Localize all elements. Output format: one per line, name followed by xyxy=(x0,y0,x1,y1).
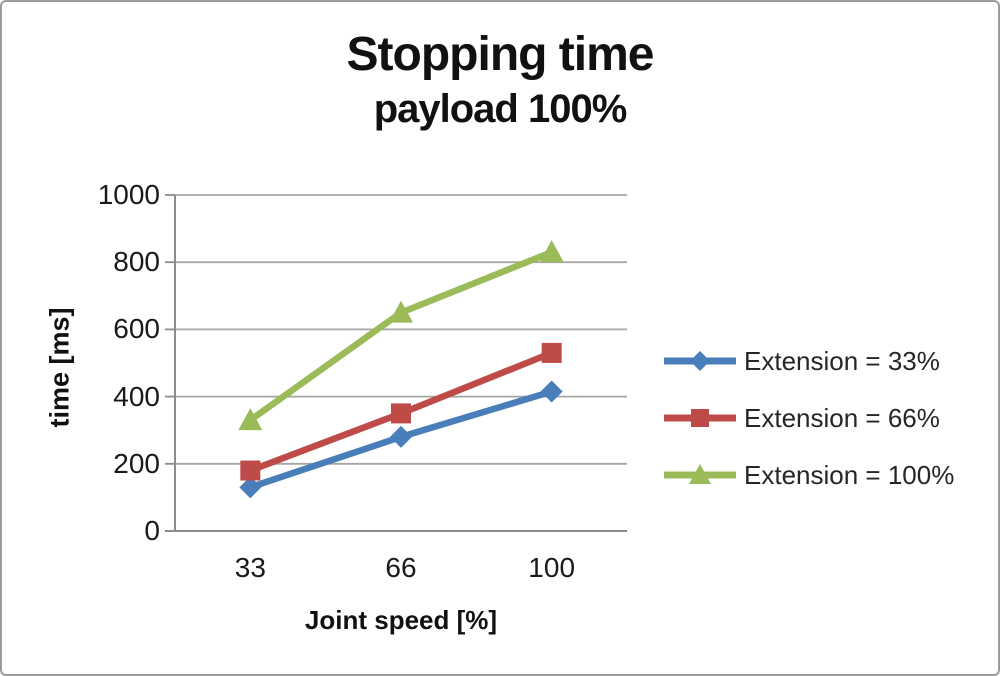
legend-marker-diamond xyxy=(664,351,736,371)
series-marker-triangle xyxy=(389,300,413,323)
x-tick-label: 100 xyxy=(528,552,576,583)
legend: Extension = 33% Extension = 66% Extension … xyxy=(664,346,954,490)
y-tick-label: 600 xyxy=(113,313,160,345)
y-tick-label: 400 xyxy=(113,380,160,412)
legend-item: Extension = 33% xyxy=(664,346,954,376)
x-axis-title: Joint speed [%] xyxy=(304,605,498,635)
series-marker-diamond xyxy=(690,351,710,371)
y-tick-label: 200 xyxy=(113,447,160,479)
series-marker-square xyxy=(391,403,411,424)
series-marker-diamond xyxy=(540,380,563,403)
series-marker-square xyxy=(691,409,709,427)
legend-item: Extension = 66% xyxy=(664,403,954,433)
x-tick-label: 66 xyxy=(385,552,417,583)
chart-title-block: Stopping time payload 100% xyxy=(2,26,998,134)
legend-label: Extension = 66% xyxy=(744,402,940,433)
y-tick-label: 1000 xyxy=(97,179,160,210)
y-tick-label: 0 xyxy=(144,515,160,546)
legend-label: Extension = 33% xyxy=(744,345,940,376)
series-marker-square xyxy=(240,460,261,481)
series-marker-triangle xyxy=(689,464,711,484)
x-tick-label: 33 xyxy=(234,552,266,583)
legend-marker-square xyxy=(664,409,736,427)
legend-marker-triangle xyxy=(664,464,736,484)
y-tick-label: 800 xyxy=(113,246,160,278)
legend-label: Extension = 100% xyxy=(744,459,955,490)
legend-item: Extension = 100% xyxy=(664,460,954,490)
chart-subtitle: payload 100% xyxy=(373,87,628,131)
chart-title: Stopping time xyxy=(346,28,655,81)
series-marker-triangle xyxy=(238,408,263,431)
series-marker-diamond xyxy=(390,425,412,448)
series-line xyxy=(247,248,555,424)
series-marker-square xyxy=(541,342,562,363)
series-marker-triangle xyxy=(539,240,564,263)
series-marker-diamond xyxy=(239,476,262,499)
